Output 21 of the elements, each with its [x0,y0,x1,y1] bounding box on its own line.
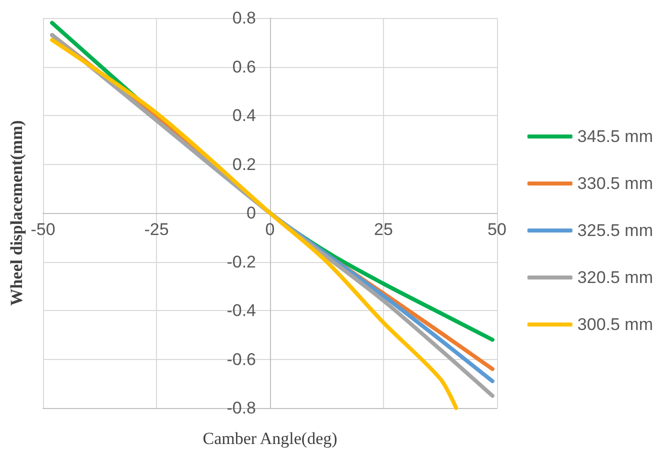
legend-label: 320.5 mm [577,268,654,287]
y-tick-label: 0.6 [232,57,256,76]
y-tick-label: 0.8 [232,8,256,28]
y-tick-label: 0 [246,204,256,222]
x-tick-label: 0 [265,220,275,239]
legend-label: 325.5 mm [577,221,654,240]
y-tick-label: -0.8 [226,398,256,418]
x-tick-label: 50 [488,220,506,239]
x-tick-label: 25 [374,220,393,239]
x-axis-title: Camber Angle(deg) [202,429,338,448]
y-tick-label: 0.2 [232,154,256,174]
legend-label: 330.5 mm [577,174,654,193]
x-tick-label: -25 [144,220,169,239]
y-tick-label: 0.4 [232,106,256,125]
legend-label: 300.5 mm [577,315,654,334]
x-tick-label: -50 [30,220,56,239]
legend-label: 345.5 mm [577,127,654,146]
y-tick-label: -0.2 [226,252,256,272]
y-tick-label: -0.6 [226,350,256,369]
y-tick-label: -0.4 [226,301,256,320]
y-axis-title: Wheel displacement(mm) [7,120,26,306]
